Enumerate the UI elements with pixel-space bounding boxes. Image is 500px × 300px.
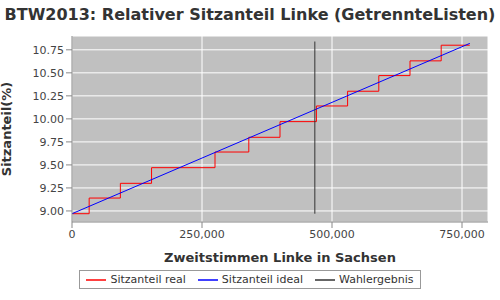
html-text:Sitzanteil real: Sitzanteil real xyxy=(110,273,186,286)
svg-text:500,000: 500,000 xyxy=(309,228,355,241)
svg-text:9.25: 9.25 xyxy=(40,182,65,195)
svg-text:9.00: 9.00 xyxy=(40,205,65,218)
svg-text:10.25: 10.25 xyxy=(33,90,65,103)
svg-text:Sitzanteil(%): Sitzanteil(%) xyxy=(8,82,14,176)
html-text:BTW2013: Relativer Sitzanteil: BTW2013: Relativer Sitzanteil Linke (Get… xyxy=(4,5,496,24)
svg-text:750,000: 750,000 xyxy=(439,228,485,241)
svg-text:9.75: 9.75 xyxy=(40,136,65,149)
svg-text:10.75: 10.75 xyxy=(33,44,65,57)
svg-text:250,000: 250,000 xyxy=(179,228,225,241)
svg-text:Zweitstimmen Linke in Sachsen: Zweitstimmen Linke in Sachsen xyxy=(164,250,396,265)
html-text:Sitzanteil ideal: Sitzanteil ideal xyxy=(221,273,303,286)
svg-text:0: 0 xyxy=(69,228,76,241)
html-text:Wahlergebnis: Wahlergebnis xyxy=(339,273,414,286)
svg-text:10.50: 10.50 xyxy=(33,67,65,80)
svg-text:10.00: 10.00 xyxy=(33,113,65,126)
svg-text:9.50: 9.50 xyxy=(40,159,65,172)
